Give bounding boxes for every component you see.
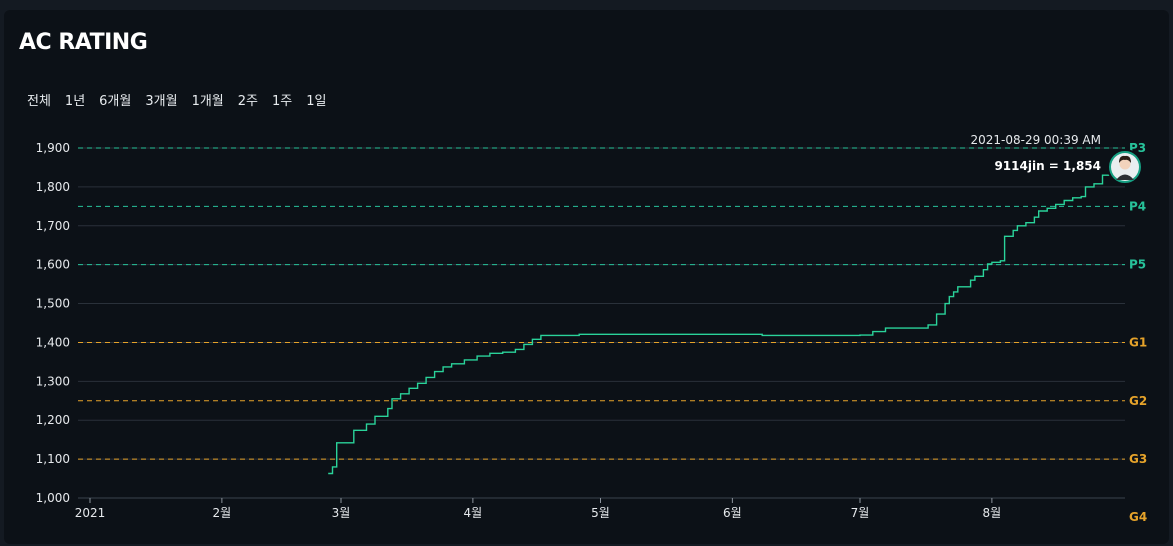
range-1w-button[interactable]: 1주: [272, 94, 293, 109]
data-point[interactable]: [373, 414, 377, 418]
tier-label: G1: [1129, 335, 1147, 349]
range-all-button[interactable]: 전체: [27, 94, 51, 109]
data-point[interactable]: [935, 312, 939, 316]
y-tick-label: 1,700: [36, 219, 70, 233]
data-point[interactable]: [450, 362, 454, 366]
data-point[interactable]: [335, 441, 339, 445]
avatar-face: [1119, 158, 1131, 170]
data-point[interactable]: [1079, 195, 1083, 199]
tier-label: G3: [1129, 452, 1147, 466]
range-2w-button[interactable]: 2주: [237, 94, 258, 109]
y-tick-label: 1,600: [36, 258, 70, 272]
x-tick-label: 4월: [464, 506, 483, 520]
data-point[interactable]: [475, 354, 479, 358]
data-point[interactable]: [943, 302, 947, 306]
tier-label: P5: [1129, 258, 1146, 272]
data-point[interactable]: [973, 274, 977, 278]
data-point[interactable]: [522, 342, 526, 346]
y-tick-label: 1,200: [36, 413, 70, 427]
range-selector: 전체 1년 6개월 3개월 1개월 2주 1주 1일: [24, 90, 333, 109]
range-3m-button[interactable]: 3개월: [145, 94, 178, 109]
data-point[interactable]: [407, 386, 411, 390]
data-point[interactable]: [424, 375, 428, 379]
data-point[interactable]: [1062, 199, 1066, 203]
data-point[interactable]: [488, 351, 492, 355]
data-point[interactable]: [969, 278, 973, 282]
data-point[interactable]: [399, 392, 403, 396]
data-point[interactable]: [1045, 206, 1049, 210]
data-point[interactable]: [433, 370, 437, 374]
data-point[interactable]: [530, 337, 534, 341]
range-6m-button[interactable]: 6개월: [99, 94, 132, 109]
data-point[interactable]: [386, 407, 390, 411]
data-point[interactable]: [926, 323, 930, 327]
range-1d-button[interactable]: 1일: [306, 94, 327, 109]
data-point[interactable]: [1024, 221, 1028, 225]
y-tick-label: 1,800: [36, 180, 70, 194]
data-point[interactable]: [390, 397, 394, 401]
data-point[interactable]: [326, 472, 330, 476]
data-point[interactable]: [998, 259, 1002, 263]
data-point[interactable]: [1015, 224, 1019, 228]
data-point[interactable]: [811, 333, 815, 337]
y-tick-label: 1,000: [36, 491, 70, 505]
rating-line: [328, 165, 1112, 475]
data-point[interactable]: [416, 381, 420, 385]
tooltip-date: 2021-08-29 00:39 AM: [970, 133, 1101, 147]
y-tick-label: 1,100: [36, 452, 70, 466]
data-point[interactable]: [513, 347, 517, 351]
y-tick-label: 1,300: [36, 374, 70, 388]
data-point[interactable]: [1071, 196, 1075, 200]
tooltip-value: 9114jin = 1,854: [994, 159, 1101, 173]
tier-label: P4: [1129, 199, 1146, 213]
data-point[interactable]: [981, 268, 985, 272]
data-point[interactable]: [1083, 185, 1087, 189]
x-tick-label: 2월: [213, 506, 232, 520]
data-point[interactable]: [858, 333, 862, 337]
range-1y-button[interactable]: 1년: [64, 94, 86, 109]
data-point[interactable]: [1037, 209, 1041, 213]
x-tick-label: 2021: [75, 506, 106, 520]
x-tick-label: 7월: [851, 506, 870, 520]
data-point[interactable]: [365, 422, 369, 426]
data-point[interactable]: [1092, 182, 1096, 186]
data-point[interactable]: [956, 285, 960, 289]
data-point[interactable]: [462, 358, 466, 362]
data-point[interactable]: [330, 465, 334, 469]
y-tick-label: 1,500: [36, 297, 70, 311]
data-point[interactable]: [1032, 215, 1036, 219]
page-title: AC RATING: [19, 30, 148, 55]
range-1m-button[interactable]: 1개월: [191, 94, 224, 109]
data-point[interactable]: [947, 295, 951, 299]
x-tick-label: 8월: [983, 506, 1002, 520]
tier-label: G2: [1129, 394, 1147, 408]
data-point[interactable]: [884, 326, 888, 330]
tier-label: G4: [1129, 510, 1147, 524]
data-point[interactable]: [1054, 202, 1058, 206]
avatar-body: [1116, 174, 1134, 180]
data-point[interactable]: [352, 428, 356, 432]
data-point[interactable]: [577, 332, 581, 336]
data-point[interactable]: [1100, 173, 1104, 177]
x-tick-label: 6월: [723, 506, 742, 520]
y-tick-label: 1,400: [36, 335, 70, 349]
data-point[interactable]: [990, 260, 994, 264]
x-tick-label: 5월: [591, 506, 610, 520]
data-point[interactable]: [441, 365, 445, 369]
x-tick-label: 3월: [332, 506, 351, 520]
data-point[interactable]: [871, 330, 875, 334]
y-tick-label: 1,900: [36, 141, 70, 155]
data-point[interactable]: [1003, 234, 1007, 238]
data-point[interactable]: [539, 333, 543, 337]
data-point[interactable]: [501, 350, 505, 354]
avatar-hair: [1119, 155, 1131, 163]
data-point[interactable]: [760, 333, 764, 337]
data-point[interactable]: [1011, 228, 1015, 232]
data-point[interactable]: [986, 262, 990, 266]
data-point[interactable]: [952, 290, 956, 294]
